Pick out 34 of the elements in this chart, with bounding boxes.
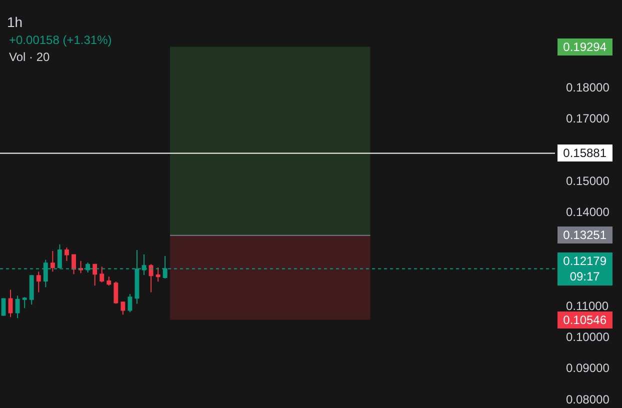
candlestick	[106, 276, 112, 286]
candlestick	[72, 254, 76, 275]
y-tick-label: 0.08000	[566, 392, 610, 406]
y-tick-label: 0.17000	[566, 112, 610, 126]
text: 1h	[7, 14, 23, 30]
y-tick-label: 0.10546	[563, 313, 607, 327]
candlestick	[1, 298, 6, 316]
candlestick	[128, 294, 132, 313]
ref-line-label: 0.15881	[563, 146, 607, 160]
candlestick	[29, 274, 34, 306]
candlestick	[78, 260, 84, 274]
y-tick-label: 0.18000	[566, 80, 610, 94]
candlestick	[148, 264, 154, 293]
ref-line-label: 0.12179 09:17	[563, 254, 607, 284]
y-tick-label: 0.13251	[563, 228, 607, 242]
candlestick	[92, 264, 98, 286]
y-tick-label: 0.10000	[566, 330, 610, 344]
y-tick-label: 0.11000	[566, 298, 609, 313]
candlestick	[15, 295, 20, 319]
annotation: Vol · 20	[9, 50, 50, 64]
candlestick	[22, 296, 27, 309]
candlestick	[156, 267, 160, 282]
candlestick	[64, 247, 69, 262]
candlestick	[50, 250, 55, 272]
y-tick-label: 0.14000	[566, 205, 610, 220]
candlestick	[100, 266, 104, 283]
y-tick-label: 0.19294	[563, 40, 607, 54]
candlestick	[36, 271, 41, 293]
text: +0.00158 (+1.31%)	[9, 33, 112, 47]
y-tick-label: 0.15000	[566, 174, 610, 188]
y-tick-label: 0.09000	[566, 361, 610, 376]
candlestick	[120, 301, 126, 316]
candlestick	[8, 289, 13, 318]
candlestick	[114, 281, 118, 304]
